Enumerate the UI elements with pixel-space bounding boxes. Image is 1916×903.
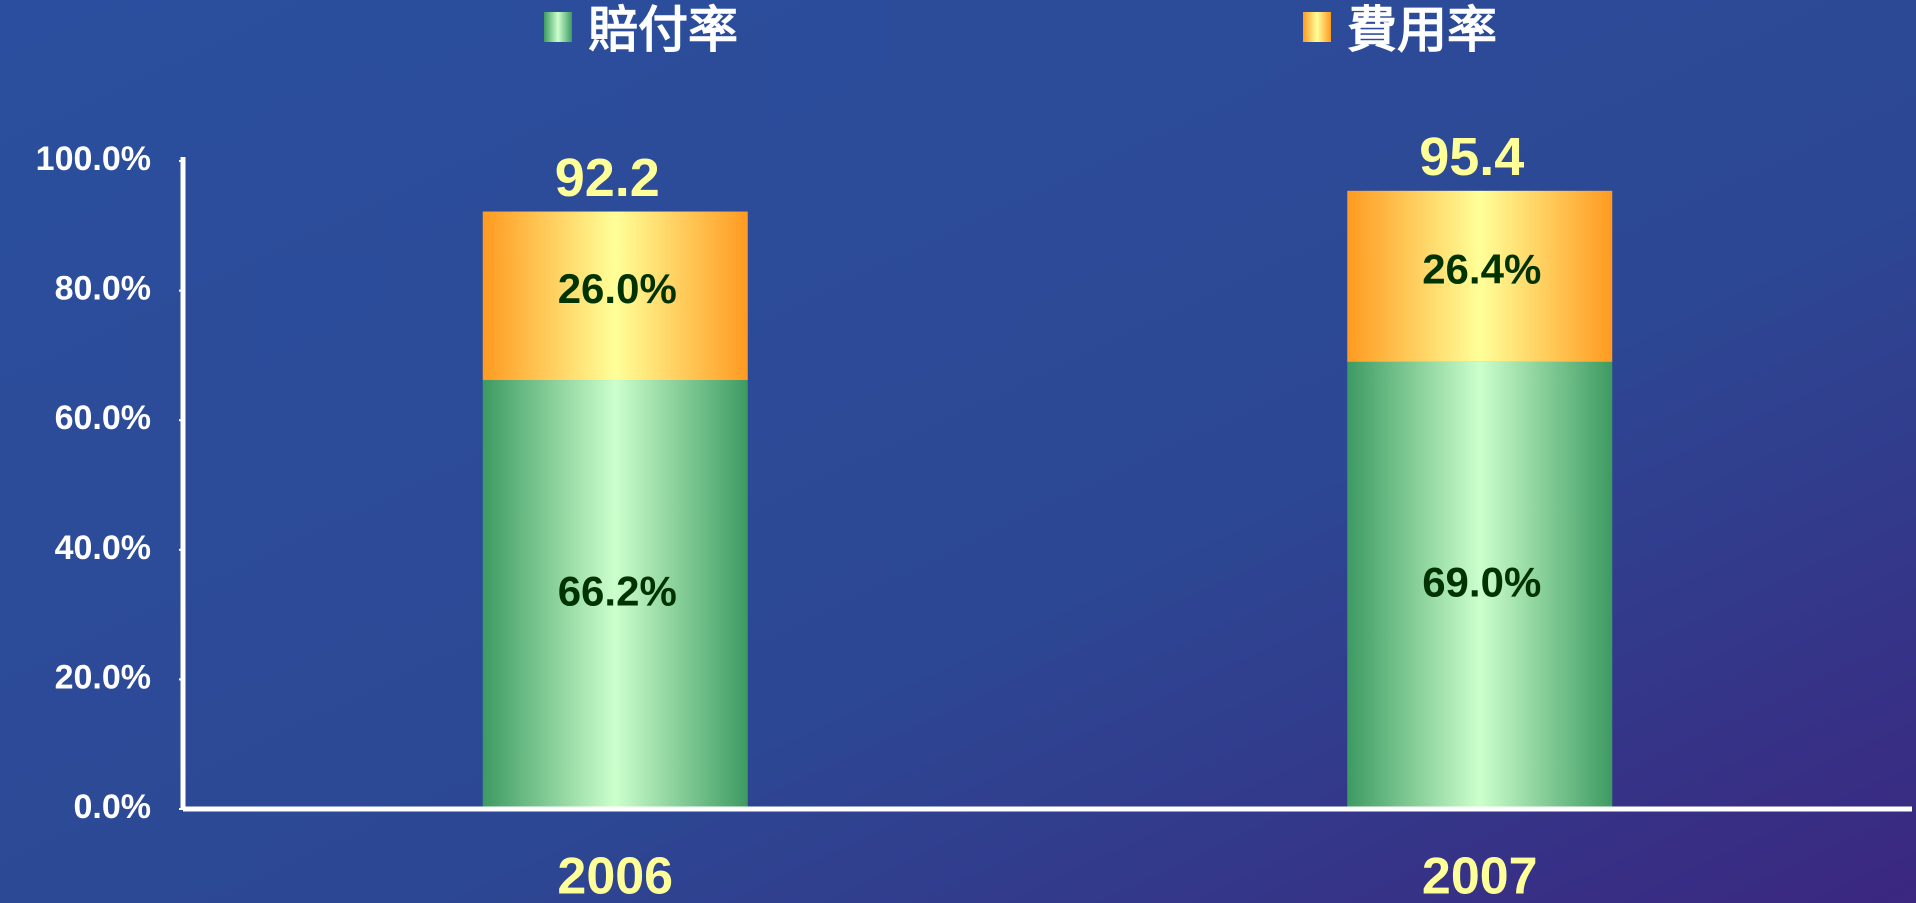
- y-tick-label: 40.0%: [55, 529, 151, 567]
- y-tick-label: 60.0%: [55, 399, 151, 437]
- y-tick-label: 100.0%: [36, 140, 151, 178]
- bar-segment: [1347, 190, 1613, 362]
- total-label: 92.2: [555, 148, 660, 208]
- total-label: 95.4: [1419, 127, 1524, 187]
- legend-label: 費用率: [1347, 2, 1497, 58]
- y-tick-label: 0.0%: [74, 788, 152, 826]
- bar-segment: [1347, 361, 1613, 809]
- legend-label: 賠付率: [588, 2, 738, 58]
- bar-segment: [482, 380, 748, 809]
- value-label: 26.4%: [1422, 245, 1541, 292]
- value-label: 69.0%: [1422, 559, 1541, 606]
- bar-segment: [482, 211, 748, 381]
- legend-swatch: [1303, 12, 1331, 42]
- x-tick-label: 2007: [1422, 848, 1538, 903]
- y-tick-label: 80.0%: [55, 270, 151, 308]
- y-tick-label: 20.0%: [55, 658, 151, 696]
- value-label: 66.2%: [558, 568, 677, 615]
- value-label: 26.0%: [558, 265, 677, 312]
- x-tick-label: 2006: [557, 848, 673, 903]
- legend-swatch: [544, 12, 572, 42]
